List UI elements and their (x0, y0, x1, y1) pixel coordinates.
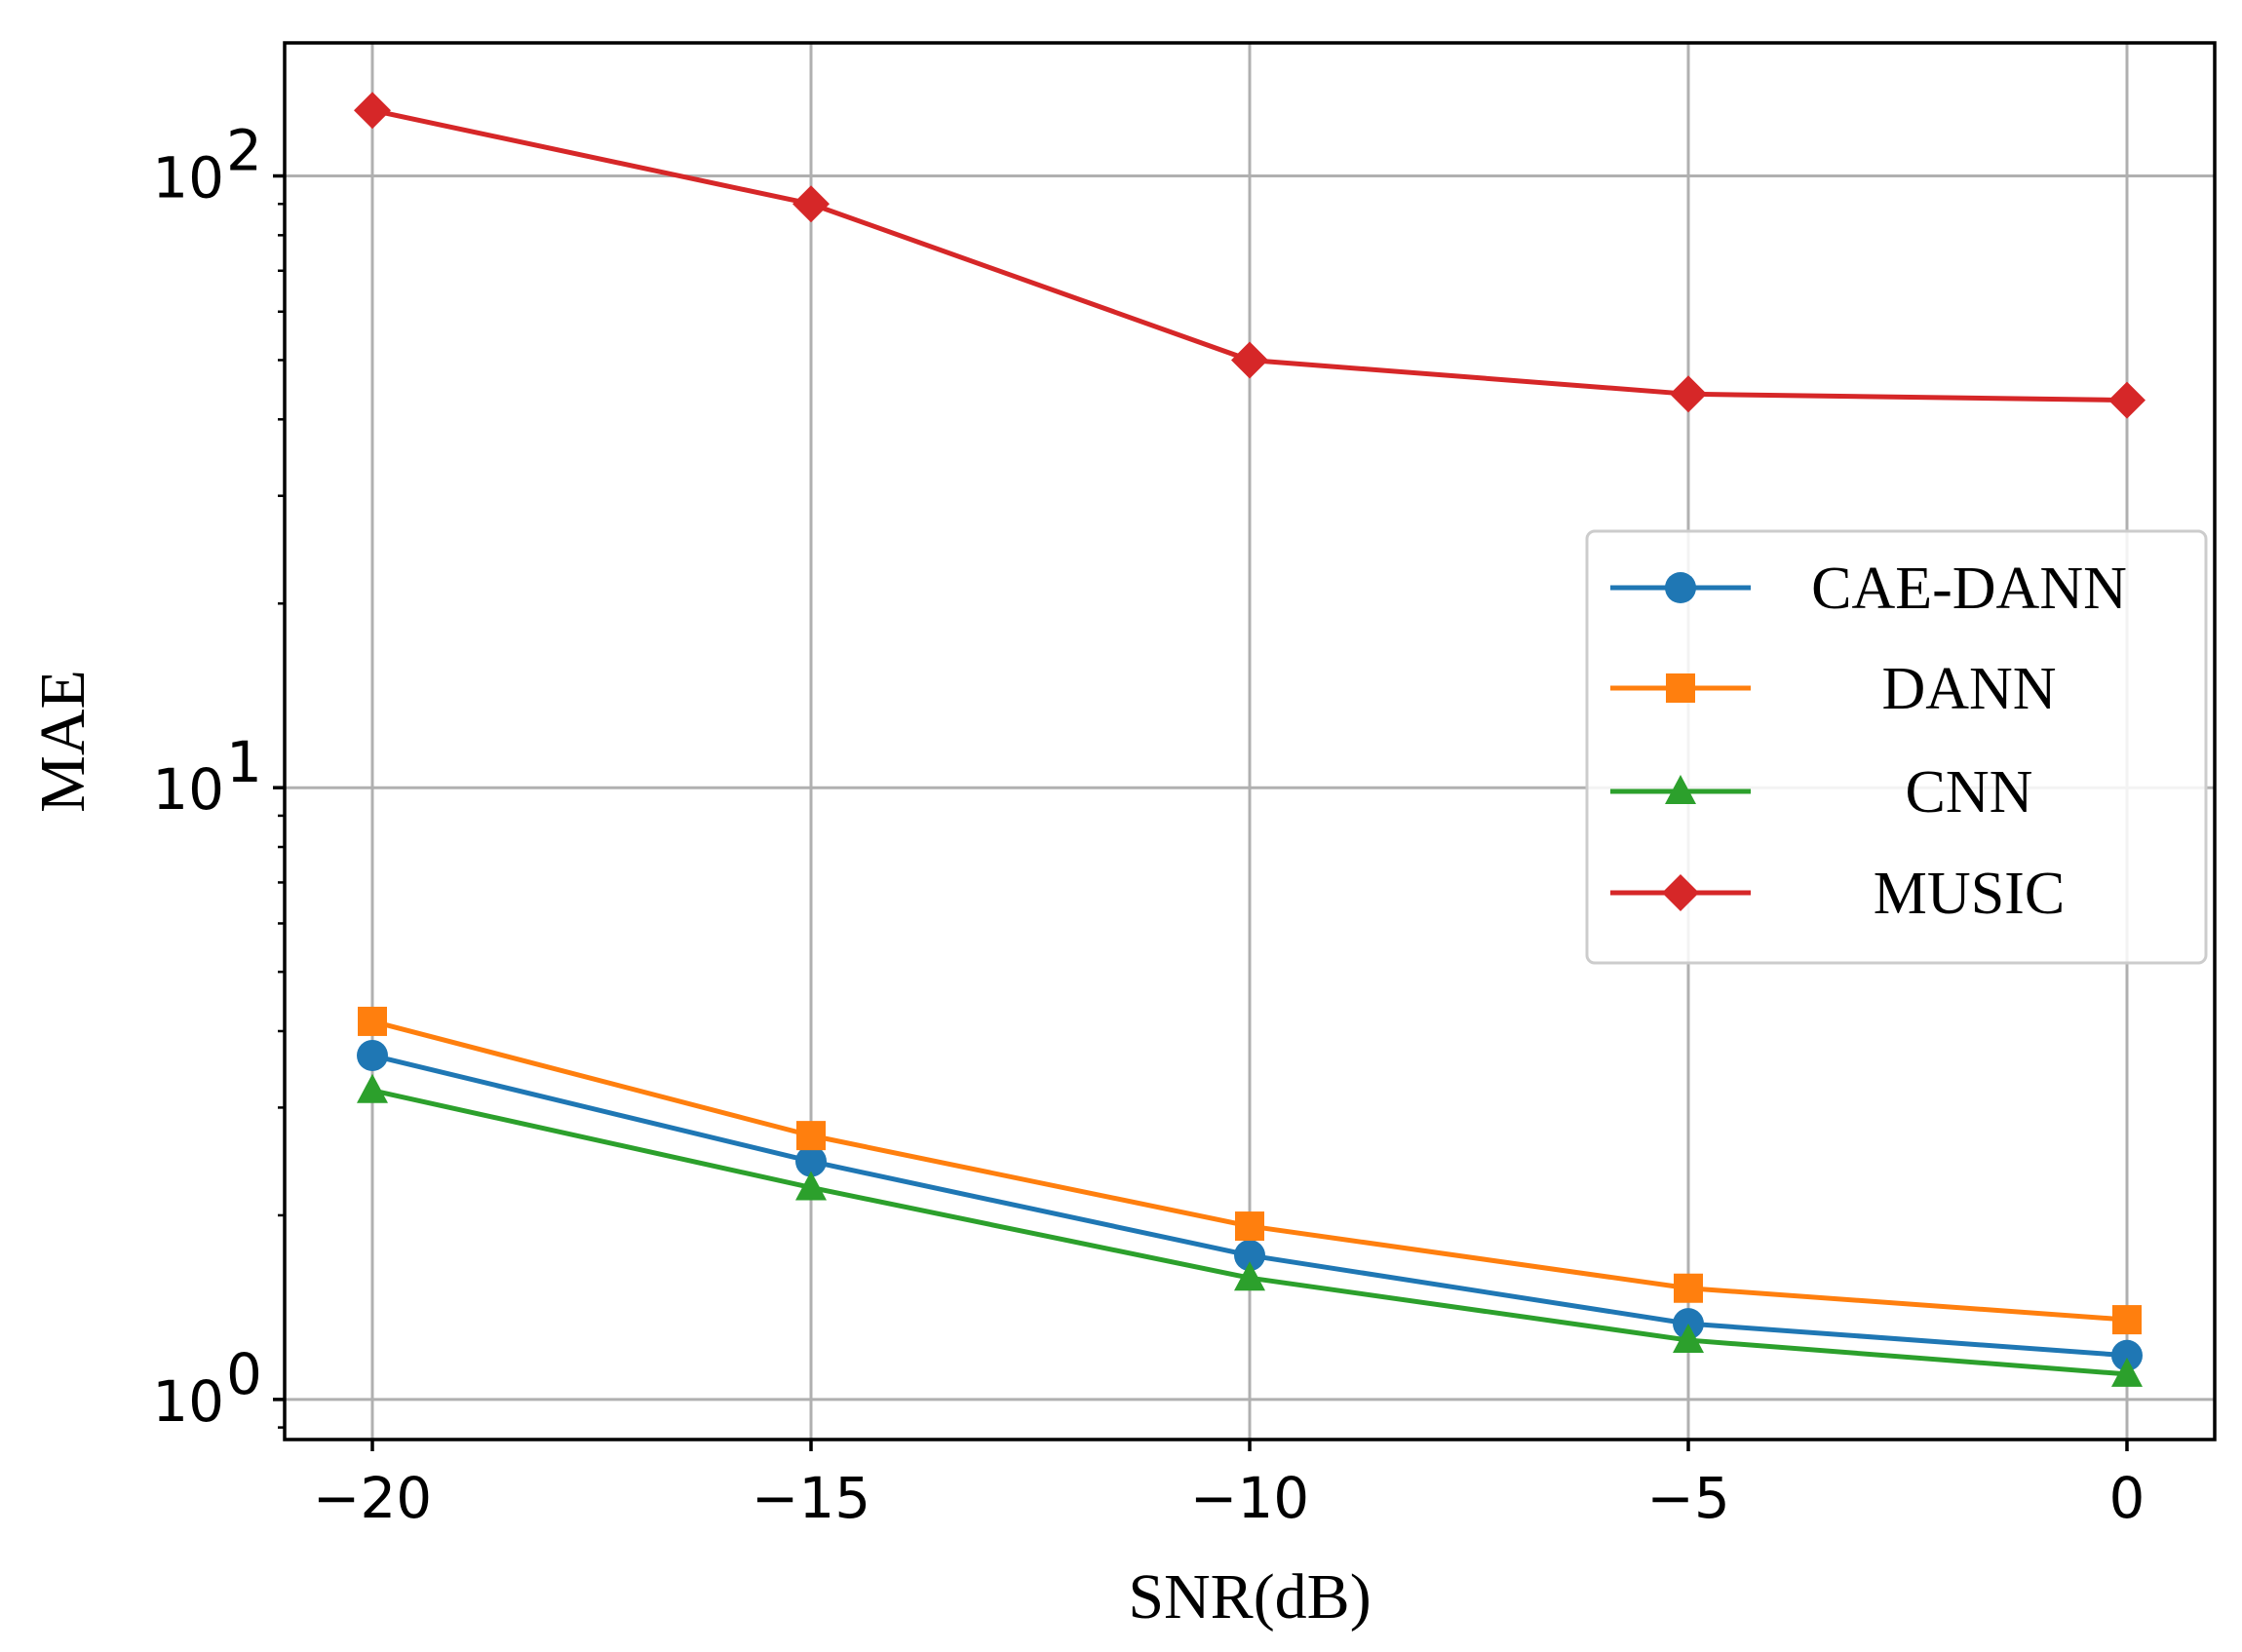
x-axis-title: SNR(dB) (1128, 1561, 1371, 1633)
data-point-music (2108, 381, 2145, 419)
x-tick-label: −15 (752, 1465, 870, 1531)
data-point-cae-dann (2111, 1339, 2143, 1371)
y-tick-exponent: 2 (226, 118, 262, 184)
y-tick-exponent: 0 (226, 1341, 262, 1407)
data-point-dann (1674, 1273, 1703, 1303)
data-point-dann (358, 1006, 387, 1036)
data-point-cnn (1673, 1324, 1704, 1354)
data-point-cnn (2111, 1357, 2143, 1387)
y-tick-label: 10 (152, 1368, 224, 1435)
legend-marker-cnn (1665, 775, 1696, 804)
series-dann (358, 1006, 2142, 1335)
data-point-cnn (357, 1073, 388, 1103)
legend-marker-music (1662, 874, 1699, 911)
legend-label-dann: DANN (1881, 656, 2056, 722)
data-point-cnn (795, 1171, 827, 1201)
data-point-dann (1235, 1211, 1264, 1242)
data-point-cae-dann (795, 1145, 827, 1177)
x-tick-label: −10 (1190, 1465, 1309, 1531)
data-point-music (1231, 341, 1268, 379)
y-tick-label: 10 (152, 145, 224, 211)
x-tick-label: 0 (2109, 1465, 2145, 1531)
legend-label-cnn: CNN (1906, 759, 2033, 826)
series-music (354, 92, 2145, 419)
data-point-music (354, 92, 391, 130)
legend-marker-cae-dann (1665, 572, 1696, 603)
legend-marker-dann (1666, 673, 1695, 703)
legend-label-music: MUSIC (1874, 861, 2065, 927)
data-point-music (1670, 375, 1707, 413)
data-series (354, 92, 2145, 1387)
legend-label-cae-dann: CAE-DANN (1811, 556, 2127, 622)
legend: CAE-DANN DANN CNN MUSIC (1585, 529, 2208, 965)
y-axis-title: MAE (27, 670, 98, 813)
x-tick-label: −20 (313, 1465, 432, 1531)
data-point-cae-dann (357, 1039, 388, 1071)
data-point-music (792, 185, 830, 223)
legend-box (1585, 529, 2208, 965)
data-point-dann (2112, 1305, 2142, 1335)
y-tick-exponent: 1 (226, 729, 262, 795)
series-cae-dann (357, 1039, 2143, 1371)
data-point-cnn (1234, 1261, 1265, 1291)
y-tick-label: 10 (152, 756, 224, 823)
x-tick-label: −5 (1646, 1465, 1730, 1531)
data-point-dann (796, 1121, 826, 1151)
series-cnn (357, 1073, 2143, 1387)
data-point-cae-dann (1234, 1240, 1265, 1272)
